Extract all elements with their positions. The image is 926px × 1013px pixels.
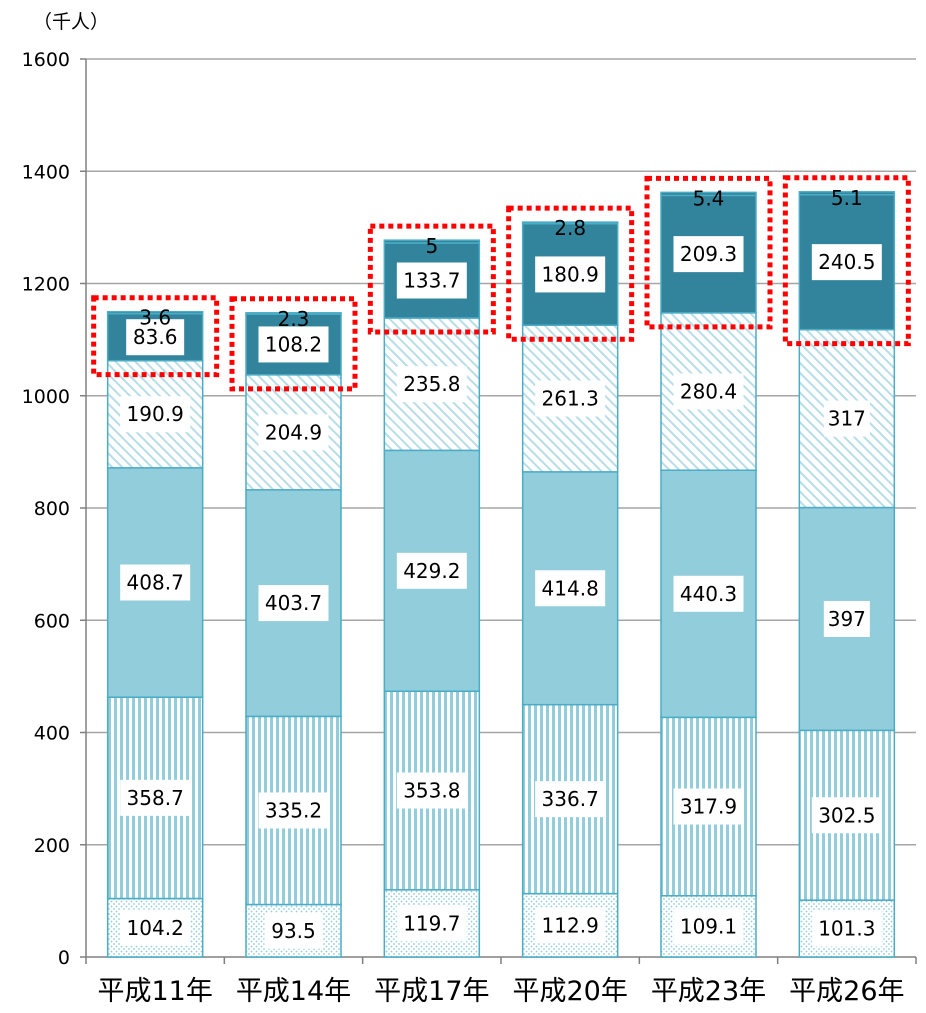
x-category-label: 平成14年	[236, 976, 351, 1007]
x-category-label: 平成17年	[374, 976, 489, 1007]
data-label: 2.8	[554, 216, 586, 240]
unit-label: （千人）	[33, 11, 109, 33]
data-label-box	[535, 781, 606, 818]
data-label-box	[120, 396, 191, 433]
data-label: 353.8	[403, 779, 460, 803]
bar-segment	[660, 191, 757, 197]
data-label: 240.5	[818, 250, 875, 274]
data-label-box	[120, 779, 191, 816]
data-label-box	[535, 907, 606, 944]
data-label-box	[396, 772, 467, 809]
bars	[106, 191, 896, 958]
highlight-box	[91, 295, 220, 378]
data-label: 119.7	[403, 911, 460, 935]
data-label: 358.7	[127, 786, 184, 810]
y-tick-label: 800	[34, 498, 70, 520]
x-category-label: 平成26年	[789, 976, 904, 1007]
data-label-box	[535, 380, 606, 417]
data-label-box	[673, 575, 744, 612]
data-labels: 104.2 358.7 408.7 190.9 83.63.6 93.5 335.2 403.…	[120, 186, 882, 949]
data-label: 336.7	[542, 787, 599, 811]
data-label: 209.3	[680, 242, 737, 266]
data-label: 3.6	[139, 306, 171, 330]
data-label: 414.8	[542, 576, 599, 600]
y-tick-label: 1400	[22, 161, 70, 183]
data-label: 108.2	[265, 332, 322, 356]
data-label-box	[811, 797, 882, 834]
axes: 02004006008001000120014001600平成11年 平成14年平…	[22, 49, 917, 1007]
bar-segment	[383, 239, 481, 244]
data-label-box	[126, 319, 185, 356]
data-label: 235.8	[403, 372, 460, 396]
x-category-label: 平成11年	[97, 976, 212, 1007]
y-tick-label: 400	[34, 723, 70, 745]
data-label: 180.9	[542, 262, 599, 286]
data-label-box	[673, 373, 744, 410]
highlight-boxes	[91, 175, 911, 392]
data-label-box	[258, 326, 329, 363]
data-label: 408.7	[127, 571, 184, 595]
bar-segment	[521, 221, 619, 225]
bar-segment	[106, 310, 204, 315]
data-label: 261.3	[542, 387, 599, 411]
data-label: 335.2	[265, 798, 322, 822]
data-label-box	[823, 600, 870, 637]
y-tick-label: 600	[34, 610, 70, 632]
data-label-box	[258, 792, 329, 829]
data-label-box	[811, 910, 882, 947]
data-label: 109.1	[680, 914, 737, 938]
data-label: 440.3	[680, 582, 737, 606]
data-label: 5	[425, 234, 438, 258]
data-label: 280.4	[680, 380, 737, 404]
data-label-box	[396, 552, 467, 589]
data-label: 104.2	[127, 916, 184, 940]
data-label: 317	[828, 407, 866, 431]
data-label: 429.2	[403, 559, 460, 583]
data-label-box	[535, 256, 606, 293]
data-label: 403.7	[265, 591, 322, 615]
highlight-box	[367, 223, 496, 335]
data-label-box	[120, 909, 191, 946]
data-label-box	[535, 570, 606, 607]
data-label-box	[811, 244, 882, 281]
gridlines	[86, 58, 916, 846]
x-category-label: 平成20年	[512, 976, 627, 1007]
data-label-box	[396, 905, 467, 942]
highlight-box	[229, 296, 358, 392]
highlight-box	[644, 175, 773, 330]
data-label-box	[258, 414, 329, 451]
data-label-box	[823, 400, 870, 437]
y-tick-label: 0	[58, 947, 70, 969]
data-label: 190.9	[127, 402, 184, 426]
data-label: 101.3	[818, 917, 875, 941]
data-label: 317.9	[680, 795, 737, 819]
x-category-label: 平成23年	[651, 976, 766, 1007]
data-label: 5.4	[693, 186, 725, 210]
data-label: 2.3	[278, 307, 310, 331]
data-label: 112.9	[542, 913, 599, 937]
data-label-box	[673, 788, 744, 825]
y-tick-label: 200	[34, 835, 70, 857]
bar-segment	[245, 312, 342, 315]
data-label-box	[264, 912, 323, 949]
data-label-box	[396, 366, 467, 403]
data-label: 93.5	[271, 919, 316, 943]
y-tick-label: 1000	[22, 386, 70, 408]
y-tick-label: 1600	[22, 49, 70, 71]
data-label-box	[673, 236, 744, 273]
data-label: 397	[828, 607, 866, 631]
y-tick-label: 1200	[22, 274, 70, 296]
data-label: 83.6	[133, 325, 178, 349]
data-label: 302.5	[818, 803, 875, 827]
data-label: 133.7	[403, 268, 460, 292]
data-label-box	[258, 585, 329, 622]
data-label: 5.1	[831, 186, 863, 210]
highlight-box	[506, 205, 635, 342]
bar-segment	[798, 191, 896, 196]
data-label-box	[120, 564, 191, 601]
data-label-box	[673, 908, 744, 945]
data-label-box	[396, 262, 467, 299]
data-label: 204.9	[265, 420, 322, 444]
